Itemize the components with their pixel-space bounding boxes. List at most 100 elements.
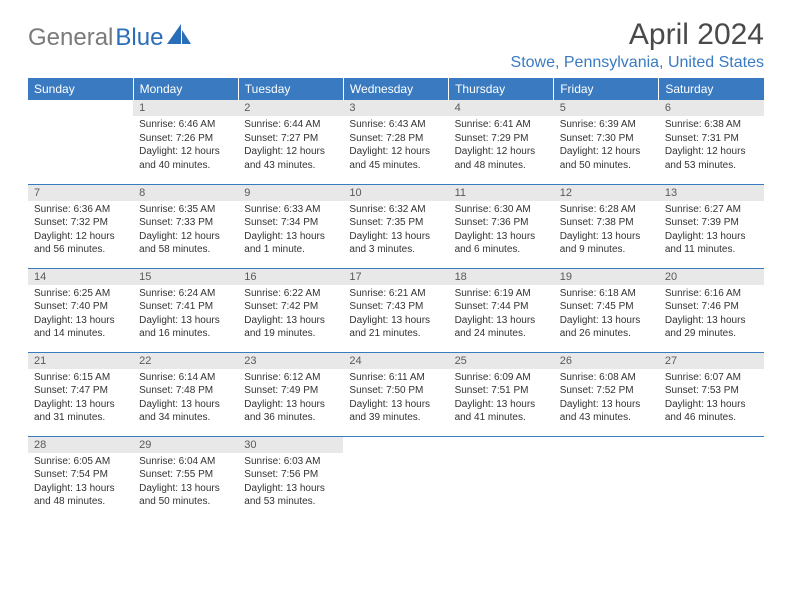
day-details: Sunrise: 6:12 AMSunset: 7:49 PMDaylight:…	[238, 369, 343, 429]
day-details: Sunrise: 6:19 AMSunset: 7:44 PMDaylight:…	[449, 285, 554, 345]
day-details: Sunrise: 6:16 AMSunset: 7:46 PMDaylight:…	[659, 285, 764, 345]
day-details: Sunrise: 6:07 AMSunset: 7:53 PMDaylight:…	[659, 369, 764, 429]
day-details: Sunrise: 6:11 AMSunset: 7:50 PMDaylight:…	[343, 369, 448, 429]
month-title: April 2024	[511, 18, 764, 52]
calendar-day-cell: 28Sunrise: 6:05 AMSunset: 7:54 PMDayligh…	[28, 436, 133, 520]
day-details: Sunrise: 6:09 AMSunset: 7:51 PMDaylight:…	[449, 369, 554, 429]
day-number: 13	[659, 185, 764, 201]
day-number: 14	[28, 269, 133, 285]
weekday-header: Monday	[133, 78, 238, 100]
calendar-table: SundayMondayTuesdayWednesdayThursdayFrid…	[28, 78, 764, 520]
day-number: 24	[343, 353, 448, 369]
calendar-day-cell: .	[343, 436, 448, 520]
calendar-day-cell: 24Sunrise: 6:11 AMSunset: 7:50 PMDayligh…	[343, 352, 448, 436]
day-details: Sunrise: 6:14 AMSunset: 7:48 PMDaylight:…	[133, 369, 238, 429]
calendar-day-cell: 1Sunrise: 6:46 AMSunset: 7:26 PMDaylight…	[133, 100, 238, 184]
day-details: Sunrise: 6:35 AMSunset: 7:33 PMDaylight:…	[133, 201, 238, 261]
day-number: 12	[554, 185, 659, 201]
day-number: 29	[133, 437, 238, 453]
day-number: 21	[28, 353, 133, 369]
day-number: 2	[238, 100, 343, 116]
day-number: 9	[238, 185, 343, 201]
weekday-header: Wednesday	[343, 78, 448, 100]
day-number: 30	[238, 437, 343, 453]
day-number: 11	[449, 185, 554, 201]
calendar-day-cell: 3Sunrise: 6:43 AMSunset: 7:28 PMDaylight…	[343, 100, 448, 184]
calendar-week-row: 21Sunrise: 6:15 AMSunset: 7:47 PMDayligh…	[28, 352, 764, 436]
day-details: Sunrise: 6:08 AMSunset: 7:52 PMDaylight:…	[554, 369, 659, 429]
calendar-week-row: 28Sunrise: 6:05 AMSunset: 7:54 PMDayligh…	[28, 436, 764, 520]
logo-sail-icon	[167, 24, 193, 51]
calendar-day-cell: 21Sunrise: 6:15 AMSunset: 7:47 PMDayligh…	[28, 352, 133, 436]
day-number: 6	[659, 100, 764, 116]
day-details: Sunrise: 6:32 AMSunset: 7:35 PMDaylight:…	[343, 201, 448, 261]
calendar-day-cell: 20Sunrise: 6:16 AMSunset: 7:46 PMDayligh…	[659, 268, 764, 352]
day-details: Sunrise: 6:41 AMSunset: 7:29 PMDaylight:…	[449, 116, 554, 176]
calendar-day-cell: .	[449, 436, 554, 520]
day-number: 1	[133, 100, 238, 116]
day-details: Sunrise: 6:28 AMSunset: 7:38 PMDaylight:…	[554, 201, 659, 261]
weekday-header: Sunday	[28, 78, 133, 100]
calendar-day-cell: 8Sunrise: 6:35 AMSunset: 7:33 PMDaylight…	[133, 184, 238, 268]
calendar-day-cell: 29Sunrise: 6:04 AMSunset: 7:55 PMDayligh…	[133, 436, 238, 520]
calendar-day-cell: 22Sunrise: 6:14 AMSunset: 7:48 PMDayligh…	[133, 352, 238, 436]
calendar-day-cell: 30Sunrise: 6:03 AMSunset: 7:56 PMDayligh…	[238, 436, 343, 520]
day-details: Sunrise: 6:44 AMSunset: 7:27 PMDaylight:…	[238, 116, 343, 176]
day-number: 8	[133, 185, 238, 201]
day-number: 17	[343, 269, 448, 285]
calendar-day-cell: 9Sunrise: 6:33 AMSunset: 7:34 PMDaylight…	[238, 184, 343, 268]
day-number: 5	[554, 100, 659, 116]
calendar-day-cell: 18Sunrise: 6:19 AMSunset: 7:44 PMDayligh…	[449, 268, 554, 352]
day-details: Sunrise: 6:33 AMSunset: 7:34 PMDaylight:…	[238, 201, 343, 261]
day-number: 19	[554, 269, 659, 285]
weekday-header: Tuesday	[238, 78, 343, 100]
calendar-day-cell: .	[28, 100, 133, 184]
day-number: 25	[449, 353, 554, 369]
title-block: April 2024 Stowe, Pennsylvania, United S…	[511, 18, 764, 72]
calendar-day-cell: .	[554, 436, 659, 520]
calendar-day-cell: 26Sunrise: 6:08 AMSunset: 7:52 PMDayligh…	[554, 352, 659, 436]
calendar-day-cell: 14Sunrise: 6:25 AMSunset: 7:40 PMDayligh…	[28, 268, 133, 352]
day-details: Sunrise: 6:27 AMSunset: 7:39 PMDaylight:…	[659, 201, 764, 261]
weekday-header: Thursday	[449, 78, 554, 100]
day-details: Sunrise: 6:30 AMSunset: 7:36 PMDaylight:…	[449, 201, 554, 261]
day-number: 27	[659, 353, 764, 369]
day-number: 23	[238, 353, 343, 369]
calendar-day-cell: 10Sunrise: 6:32 AMSunset: 7:35 PMDayligh…	[343, 184, 448, 268]
day-number: 16	[238, 269, 343, 285]
day-number: 10	[343, 185, 448, 201]
weekday-header: Friday	[554, 78, 659, 100]
day-details: Sunrise: 6:38 AMSunset: 7:31 PMDaylight:…	[659, 116, 764, 176]
day-details: Sunrise: 6:05 AMSunset: 7:54 PMDaylight:…	[28, 453, 133, 513]
day-number: 7	[28, 185, 133, 201]
calendar-day-cell: .	[659, 436, 764, 520]
calendar-page: GeneralBlue April 2024 Stowe, Pennsylvan…	[0, 0, 792, 538]
calendar-day-cell: 12Sunrise: 6:28 AMSunset: 7:38 PMDayligh…	[554, 184, 659, 268]
calendar-week-row: 14Sunrise: 6:25 AMSunset: 7:40 PMDayligh…	[28, 268, 764, 352]
calendar-week-row: 7Sunrise: 6:36 AMSunset: 7:32 PMDaylight…	[28, 184, 764, 268]
day-number: 28	[28, 437, 133, 453]
calendar-day-cell: 19Sunrise: 6:18 AMSunset: 7:45 PMDayligh…	[554, 268, 659, 352]
calendar-day-cell: 6Sunrise: 6:38 AMSunset: 7:31 PMDaylight…	[659, 100, 764, 184]
calendar-day-cell: 23Sunrise: 6:12 AMSunset: 7:49 PMDayligh…	[238, 352, 343, 436]
day-details: Sunrise: 6:43 AMSunset: 7:28 PMDaylight:…	[343, 116, 448, 176]
day-details: Sunrise: 6:04 AMSunset: 7:55 PMDaylight:…	[133, 453, 238, 513]
calendar-day-cell: 4Sunrise: 6:41 AMSunset: 7:29 PMDaylight…	[449, 100, 554, 184]
logo: GeneralBlue	[28, 24, 193, 51]
calendar-day-cell: 15Sunrise: 6:24 AMSunset: 7:41 PMDayligh…	[133, 268, 238, 352]
day-details: Sunrise: 6:15 AMSunset: 7:47 PMDaylight:…	[28, 369, 133, 429]
day-number: 4	[449, 100, 554, 116]
calendar-day-cell: 16Sunrise: 6:22 AMSunset: 7:42 PMDayligh…	[238, 268, 343, 352]
day-details: Sunrise: 6:21 AMSunset: 7:43 PMDaylight:…	[343, 285, 448, 345]
day-number: 3	[343, 100, 448, 116]
day-details: Sunrise: 6:24 AMSunset: 7:41 PMDaylight:…	[133, 285, 238, 345]
calendar-day-cell: 13Sunrise: 6:27 AMSunset: 7:39 PMDayligh…	[659, 184, 764, 268]
day-details: Sunrise: 6:46 AMSunset: 7:26 PMDaylight:…	[133, 116, 238, 176]
header: GeneralBlue April 2024 Stowe, Pennsylvan…	[28, 18, 764, 72]
day-number: 15	[133, 269, 238, 285]
day-details: Sunrise: 6:25 AMSunset: 7:40 PMDaylight:…	[28, 285, 133, 345]
day-number: 26	[554, 353, 659, 369]
calendar-day-cell: 11Sunrise: 6:30 AMSunset: 7:36 PMDayligh…	[449, 184, 554, 268]
logo-text-gray: General	[28, 26, 113, 50]
calendar-day-cell: 7Sunrise: 6:36 AMSunset: 7:32 PMDaylight…	[28, 184, 133, 268]
